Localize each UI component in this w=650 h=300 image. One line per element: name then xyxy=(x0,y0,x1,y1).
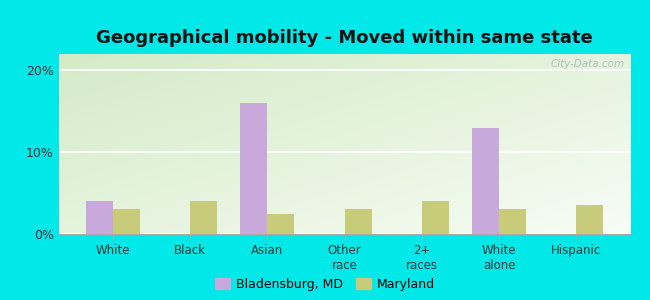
Text: City-Data.com: City-Data.com xyxy=(551,59,625,69)
Bar xyxy=(86,201,112,234)
Title: Geographical mobility - Moved within same state: Geographical mobility - Moved within sam… xyxy=(96,29,593,47)
Bar xyxy=(267,214,294,234)
Bar xyxy=(344,209,372,234)
Legend: Bladensburg, MD, Maryland: Bladensburg, MD, Maryland xyxy=(215,278,435,291)
Bar xyxy=(190,201,217,234)
Bar xyxy=(499,209,526,234)
Bar xyxy=(472,128,499,234)
Bar xyxy=(112,209,140,234)
Bar xyxy=(577,206,603,234)
Bar xyxy=(240,103,267,234)
Bar xyxy=(422,201,449,234)
